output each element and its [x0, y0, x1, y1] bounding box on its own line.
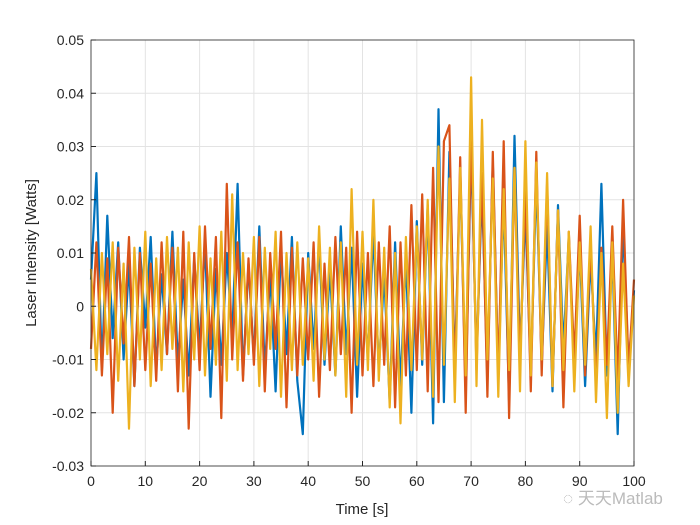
y-tick-label: 0.05: [57, 32, 84, 48]
y-tick-label: 0.03: [57, 139, 84, 155]
y-tick-label: 0.04: [57, 85, 84, 101]
x-tick-label: 70: [463, 473, 479, 489]
x-tick-label: 40: [300, 473, 316, 489]
y-tick-label: -0.03: [52, 458, 84, 474]
x-tick-label: 20: [192, 473, 208, 489]
x-axis-label: Time [s]: [336, 501, 389, 518]
x-tick-label: 30: [246, 473, 262, 489]
watermark-text: 天天Matlab: [577, 489, 663, 508]
y-tick-label: 0.01: [57, 245, 84, 261]
y-axis-ticks: -0.03 -0.02 -0.01 0 0.01 0.02 0.03 0.04 0.05: [52, 32, 96, 474]
y-axis-label: Laser Intensity [Watts]: [23, 179, 40, 327]
x-tick-label: 50: [355, 473, 371, 489]
x-axis-ticks: 0 10 20 30 40 50 60 70 80 90 100: [87, 461, 646, 489]
x-tick-label: 100: [622, 473, 646, 489]
x-tick-label: 90: [572, 473, 588, 489]
watermark: ◌ 天天Matlab: [563, 484, 663, 509]
x-tick-label: 80: [518, 473, 534, 489]
wechat-logo-icon: ◌: [563, 489, 578, 508]
y-tick-label: 0: [76, 298, 84, 314]
x-tick-label: 10: [138, 473, 154, 489]
x-tick-label: 0: [87, 473, 95, 489]
y-tick-label: -0.01: [52, 352, 84, 368]
y-tick-label: -0.02: [52, 405, 84, 421]
series-line-3: [89, 76, 636, 430]
y-tick-label: 0.02: [57, 192, 84, 208]
series-lines: [89, 76, 636, 436]
x-tick-label: 60: [409, 473, 425, 489]
